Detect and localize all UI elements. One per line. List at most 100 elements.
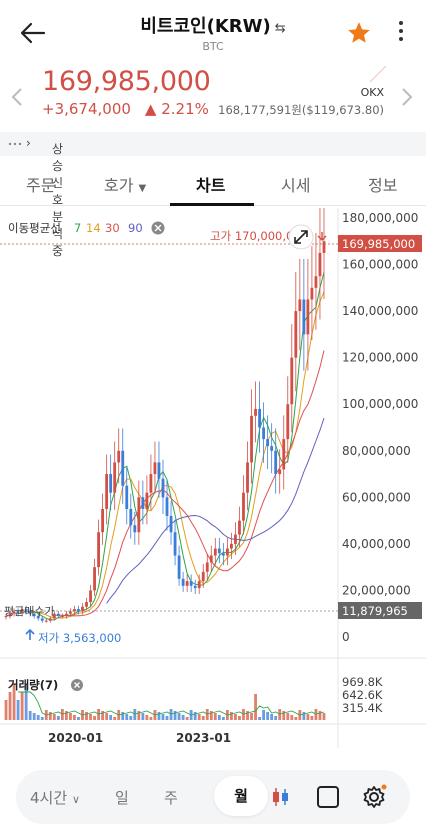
volume-bar — [145, 715, 149, 720]
drawing-tool-icon[interactable] — [316, 785, 340, 809]
candle-body — [145, 492, 149, 509]
current-price-tag — [338, 235, 422, 252]
candle-body — [24, 609, 28, 612]
candle-body — [93, 567, 96, 591]
tab-market[interactable]: 시세 — [281, 176, 311, 195]
tab-orderbook[interactable]: 호가 ▼ — [104, 176, 147, 195]
volume-bar — [133, 709, 137, 720]
expand-icon[interactable] — [288, 224, 314, 250]
y-tick-2: 140,000,000 — [342, 304, 418, 318]
back-arrow-icon[interactable] — [18, 18, 48, 48]
dots-icon — [8, 142, 22, 146]
volume-bar — [242, 709, 245, 720]
candle-body — [225, 548, 229, 556]
candle-body — [101, 508, 105, 533]
signal-banner[interactable]: 상승신호 분석중 › — [0, 132, 426, 258]
candle-body — [137, 497, 141, 533]
volume-bar — [161, 714, 165, 720]
y-tick-5: 80,000,000 — [342, 444, 411, 458]
settings-gear-icon[interactable] — [362, 784, 388, 810]
volume-close-x — [74, 682, 80, 688]
candle-body — [181, 578, 185, 586]
candle-body — [298, 299, 302, 312]
candle-body — [246, 462, 249, 493]
volume-bar — [213, 713, 217, 720]
volume-bar — [278, 709, 282, 720]
price-chart[interactable]: 180,000,000 160,000,000 140,000,000 120,000… — [0, 208, 426, 748]
up-arrow-icon — [25, 628, 35, 640]
volume-bar — [290, 715, 294, 720]
candle-body — [153, 462, 157, 475]
volume-bar — [32, 713, 36, 720]
candle-body — [129, 508, 133, 526]
volume-bar — [105, 713, 109, 720]
ma-14: 14 — [86, 221, 101, 235]
interval-day[interactable]: 일 — [115, 789, 129, 807]
candle-body — [12, 611, 16, 614]
interval-select[interactable]: 4시간 ∨ — [30, 789, 80, 807]
volume-bar — [16, 700, 20, 720]
volume-bar — [205, 709, 209, 720]
down-arrow-icon — [317, 232, 327, 241]
candle-body — [73, 609, 76, 612]
volume-ma-line — [18, 691, 325, 716]
volume-bar — [101, 711, 105, 720]
candle-body — [20, 609, 24, 614]
candle-body — [189, 581, 193, 586]
candle-body — [60, 616, 64, 618]
volume-bar — [8, 692, 12, 720]
swap-icon[interactable]: ⇆ — [274, 21, 286, 36]
tab-bar: 주문 호가 ▼ 차트 시세 정보 — [0, 160, 426, 206]
y-tick-6: 60,000,000 — [342, 490, 411, 504]
tab-indicator — [170, 203, 254, 206]
candle-body — [4, 616, 8, 618]
favorite-star-icon[interactable] — [346, 20, 372, 46]
avg-buy-tag — [338, 602, 422, 619]
candle-body — [318, 252, 322, 277]
candle-body — [16, 611, 20, 614]
candle-body — [64, 613, 68, 617]
tab-order[interactable]: 주문 — [26, 176, 56, 195]
tab-chart[interactable]: 차트 — [196, 176, 226, 195]
candle-body — [113, 462, 117, 493]
volume-bar — [56, 716, 60, 720]
interval-month[interactable]: 월 — [214, 776, 268, 816]
candle-body — [157, 462, 161, 479]
volume-bar — [113, 717, 117, 720]
candle-body — [234, 534, 237, 544]
exchange-price: 168,177,591원($119,673.80) — [218, 103, 384, 117]
candle-body — [322, 241, 326, 253]
candle-body — [165, 497, 169, 516]
ma-legend[interactable]: 이동평균선 7 14 30 90 — [8, 221, 165, 235]
volume-bar — [77, 717, 80, 720]
candle-body — [209, 555, 213, 563]
candle-body — [282, 439, 286, 470]
y-tick-8: 20,000,000 — [342, 583, 411, 597]
more-vertical-icon[interactable] — [394, 18, 408, 44]
volume-bar — [28, 711, 32, 720]
avg-buy-label: 평균매수가 — [4, 605, 55, 618]
chevron-right-icon[interactable] — [400, 86, 414, 108]
interval-week[interactable]: 주 — [164, 789, 178, 807]
y-tick-0: 180,000,000 — [342, 211, 418, 225]
volume-bar — [181, 715, 185, 720]
candle-body — [173, 532, 177, 556]
chevron-left-icon[interactable] — [10, 86, 24, 108]
volume-bar — [109, 715, 113, 720]
volume-bar — [270, 714, 274, 720]
tab-info[interactable]: 정보 — [368, 176, 398, 195]
page-title[interactable]: 비트코인(KRW) ⇆ — [140, 16, 286, 37]
volume-bar — [221, 717, 225, 720]
candle-type-icon[interactable] — [270, 786, 292, 808]
app-header: 비트코인(KRW) ⇆ BTC — [0, 0, 426, 62]
volume-bar — [302, 712, 306, 720]
caret-down-icon: ▼ — [138, 183, 147, 194]
volume-bar — [282, 711, 286, 720]
candle-body — [213, 548, 217, 556]
chart-toolbar: 4시간 ∨ 일 주 월 — [16, 770, 410, 824]
candle-body — [310, 287, 314, 300]
volume-label: 거래량(7) — [8, 678, 58, 692]
ma-label: 이동평균선 — [8, 221, 61, 235]
volume-bar — [314, 709, 318, 720]
candle-body — [81, 606, 84, 612]
